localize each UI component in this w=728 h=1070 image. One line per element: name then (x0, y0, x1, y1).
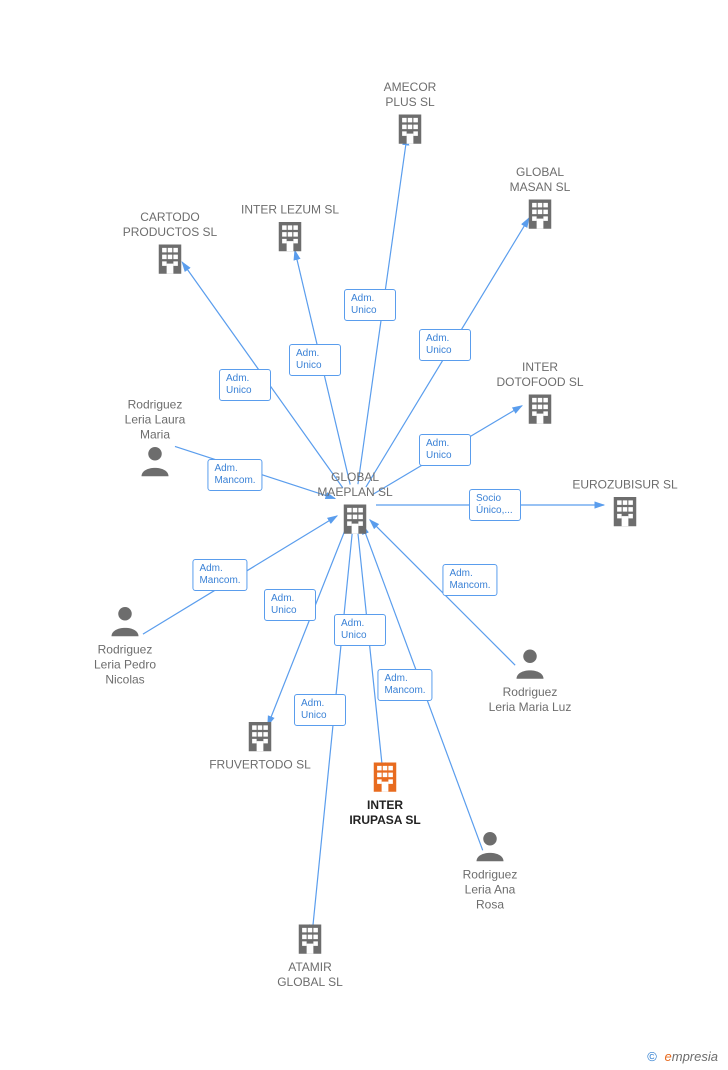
node-globalmasan: GLOBAL MASAN SL (485, 165, 595, 235)
node-label: Rodriguez Leria Laura Maria (100, 398, 210, 443)
building-icon (392, 110, 428, 146)
edge-label: Adm. Unico (419, 329, 471, 361)
edge-label: Adm. Mancom. (207, 459, 262, 491)
node-atamir: ATAMIR GLOBAL SL (255, 920, 365, 990)
node-label: INTER LEZUM SL (235, 203, 345, 218)
node-label: ATAMIR GLOBAL SL (255, 960, 365, 990)
building-icon (152, 240, 188, 276)
building-icon (292, 920, 328, 956)
building-icon (337, 500, 373, 536)
diagram-stage: GLOBAL MAEPLAN SL AMECOR PLUS SL GLOBAL … (0, 0, 728, 1070)
node-marialuz: Rodriguez Leria Maria Luz (475, 645, 585, 715)
node-interlezum: INTER LEZUM SL (235, 203, 345, 258)
copyright-symbol: © (647, 1049, 657, 1064)
node-label: Rodriguez Leria Pedro Nicolas (70, 643, 180, 688)
node-anarosa: Rodriguez Leria Ana Rosa (435, 828, 545, 913)
node-label: AMECOR PLUS SL (355, 80, 465, 110)
node-label: Rodriguez Leria Ana Rosa (435, 868, 545, 913)
node-label: INTER IRUPASA SL (330, 798, 440, 828)
node-label: GLOBAL MASAN SL (485, 165, 595, 195)
edge-label: Adm. Unico (419, 434, 471, 466)
footer-credit: © empresia (647, 1049, 718, 1064)
node-interdoto: INTER DOTOFOOD SL (485, 360, 595, 430)
node-label: GLOBAL MAEPLAN SL (300, 470, 410, 500)
node-laura: Rodriguez Leria Laura Maria (100, 398, 210, 483)
edge-label: Adm. Unico (344, 289, 396, 321)
node-label: FRUVERTODO SL (205, 758, 315, 773)
edge-label: Adm. Mancom. (442, 564, 497, 596)
edge-center-atamir (312, 526, 353, 934)
person-icon (512, 645, 548, 681)
building-icon (607, 493, 643, 529)
edge-label: Adm. Unico (334, 614, 386, 646)
node-amecor: AMECOR PLUS SL (355, 80, 465, 150)
node-label: INTER DOTOFOOD SL (485, 360, 595, 390)
edge-label: Adm. Unico (219, 369, 271, 401)
person-icon (472, 828, 508, 864)
edge-label: Socio Único,... (469, 489, 521, 521)
edge-label: Adm. Mancom. (377, 669, 432, 701)
edge-label: Adm. Unico (294, 694, 346, 726)
building-icon (242, 718, 278, 754)
edge-label: Adm. Mancom. (192, 559, 247, 591)
building-icon (367, 758, 403, 794)
node-label: EUROZUBISUR SL (570, 478, 680, 493)
brand-initial: e (665, 1049, 672, 1064)
person-icon (107, 603, 143, 639)
person-icon (137, 443, 173, 479)
edge-label: Adm. Unico (264, 589, 316, 621)
node-eurozubisur: EUROZUBISUR SL (570, 478, 680, 533)
building-icon (272, 218, 308, 254)
node-center: GLOBAL MAEPLAN SL (300, 470, 410, 540)
node-pedro: Rodriguez Leria Pedro Nicolas (70, 603, 180, 688)
node-cartodo: CARTODO PRODUCTOS SL (115, 210, 225, 280)
edge-center-interirupasa (357, 526, 383, 772)
node-label: Rodriguez Leria Maria Luz (475, 685, 585, 715)
building-icon (522, 390, 558, 426)
node-interirupasa: INTER IRUPASA SL (330, 758, 440, 828)
brand-rest: mpresia (672, 1049, 718, 1064)
edge-label: Adm. Unico (289, 344, 341, 376)
building-icon (522, 195, 558, 231)
node-label: CARTODO PRODUCTOS SL (115, 210, 225, 240)
